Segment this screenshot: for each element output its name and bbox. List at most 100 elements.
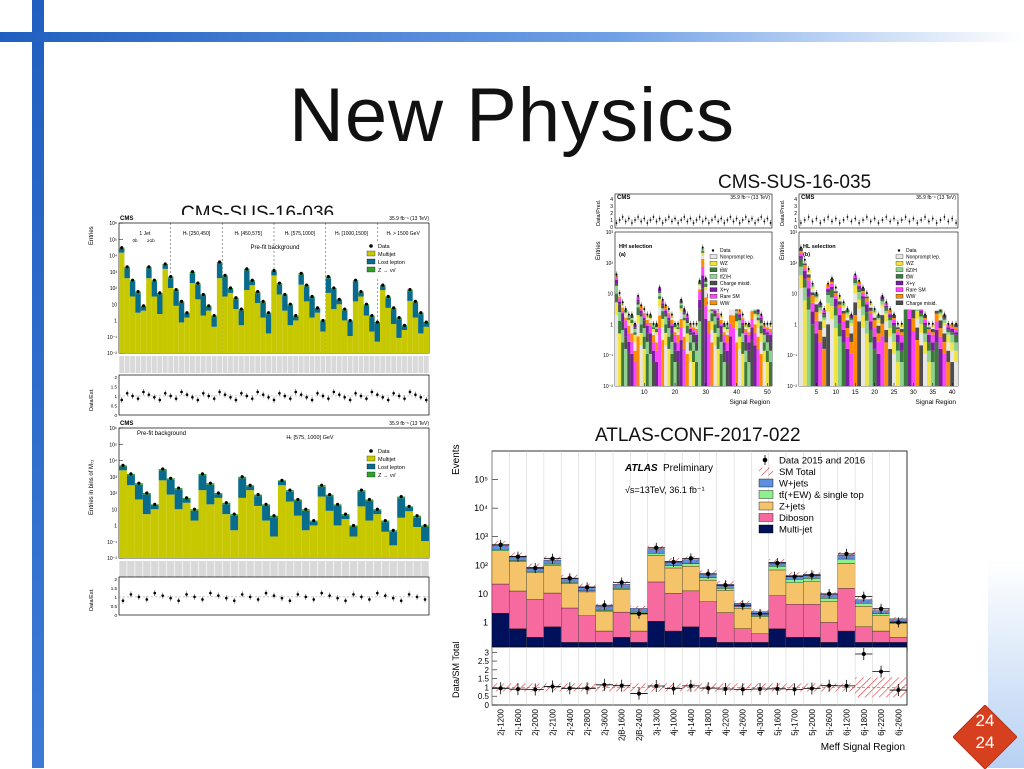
cms035-stack-bar [691,342,696,351]
cms036-stack-bar [216,263,223,279]
atlas-ratio-point [775,686,780,691]
cms036-stack-bar [401,330,408,353]
cms035-stack-bar [750,311,754,319]
cms035-stack-bar [670,325,674,334]
cms036-data-point [277,281,282,285]
cms036-data-point [315,306,320,310]
cms036-xlabel-tick [353,356,358,373]
cms036-data-point [310,294,314,299]
cms035-stack-bar [738,348,742,386]
cms036-ratio-ytick: 1.5 [111,384,118,389]
cms036-stack-bar [214,494,223,498]
cms035-stack-bar [704,286,708,290]
cms035-stack-bar [630,323,634,326]
cms035-stack-bar [676,328,680,333]
atlas-legend-label: Diboson [779,513,814,524]
atlas-xtick-label: 4j-1400 [687,708,696,735]
atlas-ytick-label: 10⁴ [474,503,488,513]
cms035-stack-bar [892,319,896,324]
cms035-stack-bar [930,332,935,335]
cms035-stack-bar [682,348,686,386]
cms036-xlabel-tick [230,561,238,578]
cms036-xlabel-tick [331,356,337,373]
cms035-stack-bar [919,345,924,386]
cms036-ytick-label: 10⁶ [109,221,117,227]
cms036-region-label: Hₜ [250,450] [183,231,211,237]
cms036-stack-bar [198,475,207,491]
cms036-stack-bar [358,296,364,353]
cms035-stack-bar [673,327,677,329]
cms035-stack-bar [710,310,714,314]
cms036-stack-bar [396,319,402,338]
cms035-stack-bar [826,292,831,295]
cms035-stack-bar [876,325,881,334]
cms035-stack-bar [701,251,705,253]
cms036-xlabel-tick [365,561,374,578]
cms036-data-point [125,265,129,269]
cms035-stack-bar [814,298,819,302]
cms035-stack-bar [907,306,912,319]
cms035-legend-swatch [709,261,718,266]
cms036-legend-swatch [366,258,376,265]
accent-bar-vertical [32,0,44,768]
cms035-stack-bar [713,310,717,314]
cms036-xlabel-tick [249,356,255,373]
cms036-stack-bar [230,515,239,531]
atlas-ratio-ytick-label: 0 [485,701,490,710]
atlas-stack-bar [647,555,666,583]
cms035-stack-bar [624,314,628,318]
cms035-stack-bar [744,328,748,333]
cms035-stack-bar [688,350,692,363]
cms036-stack-bar [373,514,382,558]
cms035-stack-bar [864,320,869,334]
cms036-xlabel-tick [364,356,369,373]
cms036-stack-bar [178,322,185,353]
cms035-stack-bar [915,318,920,328]
cms035-stack-bar [833,328,838,386]
cms036-stack-bar [347,321,353,337]
cms036-stack-bar [167,278,174,288]
cms036-stack-bar [238,478,247,498]
cms035-legend-swatch [895,280,904,286]
cms036-xlabel-tick [309,356,315,373]
cms036-stack-bar [341,515,350,520]
atlas-xtick-label: 2jB-2400 [635,708,644,741]
cms036-data-point [328,492,332,497]
cms035-legend-swatch [895,254,904,259]
cms035-stack-bar [679,303,683,306]
atlas-data-point [602,603,607,608]
cms036-ytick-label: 10² [110,286,118,292]
atlas-ratio-ytick-label: 2 [485,666,490,675]
cms036-stack-bar [271,275,277,353]
cms035-stack-bar [759,323,763,326]
cms036-xlabel-tick [374,356,380,373]
cms035-stack-bar [799,258,803,267]
cms036-legend-swatch [366,250,376,257]
cms035-stack-bar [744,332,748,335]
cms035-stack-bar [861,306,865,316]
cms036-xlabel-tick [412,356,418,373]
cms036-data-point [288,488,292,492]
cms036-xlabel-tick [146,356,152,373]
atlas-data-point [792,574,797,579]
cms036-ytick-label: 10⁴ [109,459,117,465]
cms035-stack-bar [664,332,668,346]
cms035-stack-bar [833,292,838,297]
cms035-stack-bar [630,341,634,354]
cms035-stack-bar [868,310,873,314]
cms035-stack-bar [946,332,951,335]
cms035-stack-bar [915,327,920,341]
cms036-stack-bar [397,498,406,518]
cms035-stack-bar [884,329,889,343]
cms035-stack-bar [701,266,705,276]
cms036-xlabel-tick [423,356,429,373]
atlas-data-point [844,551,849,557]
cms035-ratio-tick: 1 [610,218,613,224]
cms035-stack-bar [822,314,827,318]
cms035-stack-bar [713,345,717,386]
cms036-xlabel-tick [135,356,141,373]
cms036-stack-bar [309,317,315,353]
cms035-stack-bar [810,324,815,386]
atlas-ratio-point [636,691,641,696]
cms036-data-point [208,481,213,485]
